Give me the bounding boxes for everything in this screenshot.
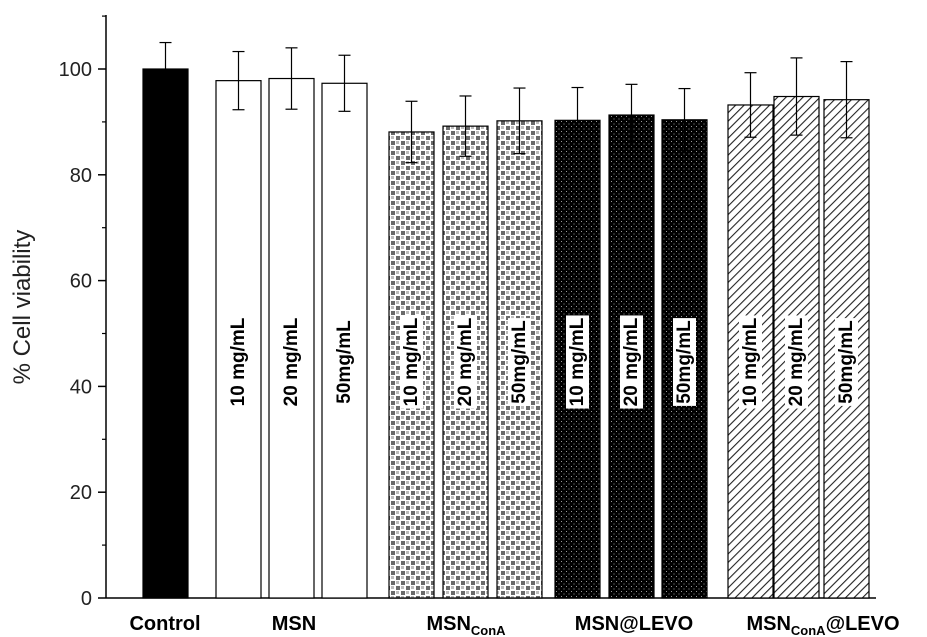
group-label: MSNConA	[426, 613, 506, 637]
bar-label-background	[673, 318, 696, 406]
bar-label: 20 mg/mL	[455, 317, 476, 406]
bar-label-background	[785, 315, 808, 409]
bar	[142, 68, 189, 599]
y-tick-label: 40	[70, 376, 92, 398]
bar-label: 20 mg/mL	[281, 317, 302, 406]
bar-label: 50mg/mL	[509, 320, 530, 404]
bar-label: 10 mg/mL	[228, 317, 249, 406]
bar-label-background	[400, 315, 423, 409]
bar-label-background	[566, 315, 589, 409]
bar-label: 10 mg/mL	[567, 317, 588, 406]
bar-label-group: 10 mg/mL	[566, 315, 589, 409]
y-tick-label: 20	[70, 482, 92, 504]
group-label: MSN	[272, 613, 316, 635]
bar-label-group: 20 mg/mL	[785, 315, 808, 409]
bar-label-group: 50mg/mL	[508, 318, 531, 406]
bars	[142, 41, 870, 599]
bar-label-group: 10 mg/mL	[739, 315, 762, 409]
group-label: Control	[129, 613, 200, 635]
bar-label: 20 mg/mL	[786, 317, 807, 406]
group-labels: Control MSN MSNConA MSN@LEVO MSNConA@LEVO	[129, 613, 899, 637]
bar-label-background	[508, 318, 531, 406]
bar-label-background	[620, 315, 643, 409]
bar-label-group: 20 mg/mL	[620, 315, 643, 409]
y-tick-label: 60	[70, 271, 92, 293]
bar	[268, 77, 315, 599]
bar-label-group: 10 mg/mL	[400, 315, 423, 409]
bar-label: 20 mg/mL	[621, 317, 642, 406]
bar-label: 10 mg/mL	[740, 317, 761, 406]
y-tick-label: 80	[70, 165, 92, 187]
bar-label: 50mg/mL	[334, 320, 355, 404]
y-tick-label: 100	[59, 59, 92, 81]
bar-label-background	[835, 318, 858, 406]
y-axis-title: % Cell viability	[9, 230, 36, 385]
bar-label: 10 mg/mL	[401, 317, 422, 406]
bar	[321, 82, 368, 599]
y-tick-label: 0	[81, 588, 92, 610]
bar-label: 50mg/mL	[836, 320, 857, 404]
bar-label-group: 50mg/mL	[673, 318, 696, 406]
bar-label-background	[454, 315, 477, 409]
bar-label-group: 50mg/mL	[835, 318, 858, 406]
bar-labels: 10 mg/mL 20 mg/mL 50mg/mL 10 mg/mL 20 mg/mL 5…	[228, 315, 858, 409]
bar	[215, 80, 262, 599]
group-label: MSN@LEVO	[575, 613, 693, 635]
bar-label-background	[739, 315, 762, 409]
bar-label-group: 20 mg/mL	[454, 315, 477, 409]
group-label: MSNConA@LEVO	[746, 613, 899, 637]
bar-label: 50mg/mL	[674, 320, 695, 404]
